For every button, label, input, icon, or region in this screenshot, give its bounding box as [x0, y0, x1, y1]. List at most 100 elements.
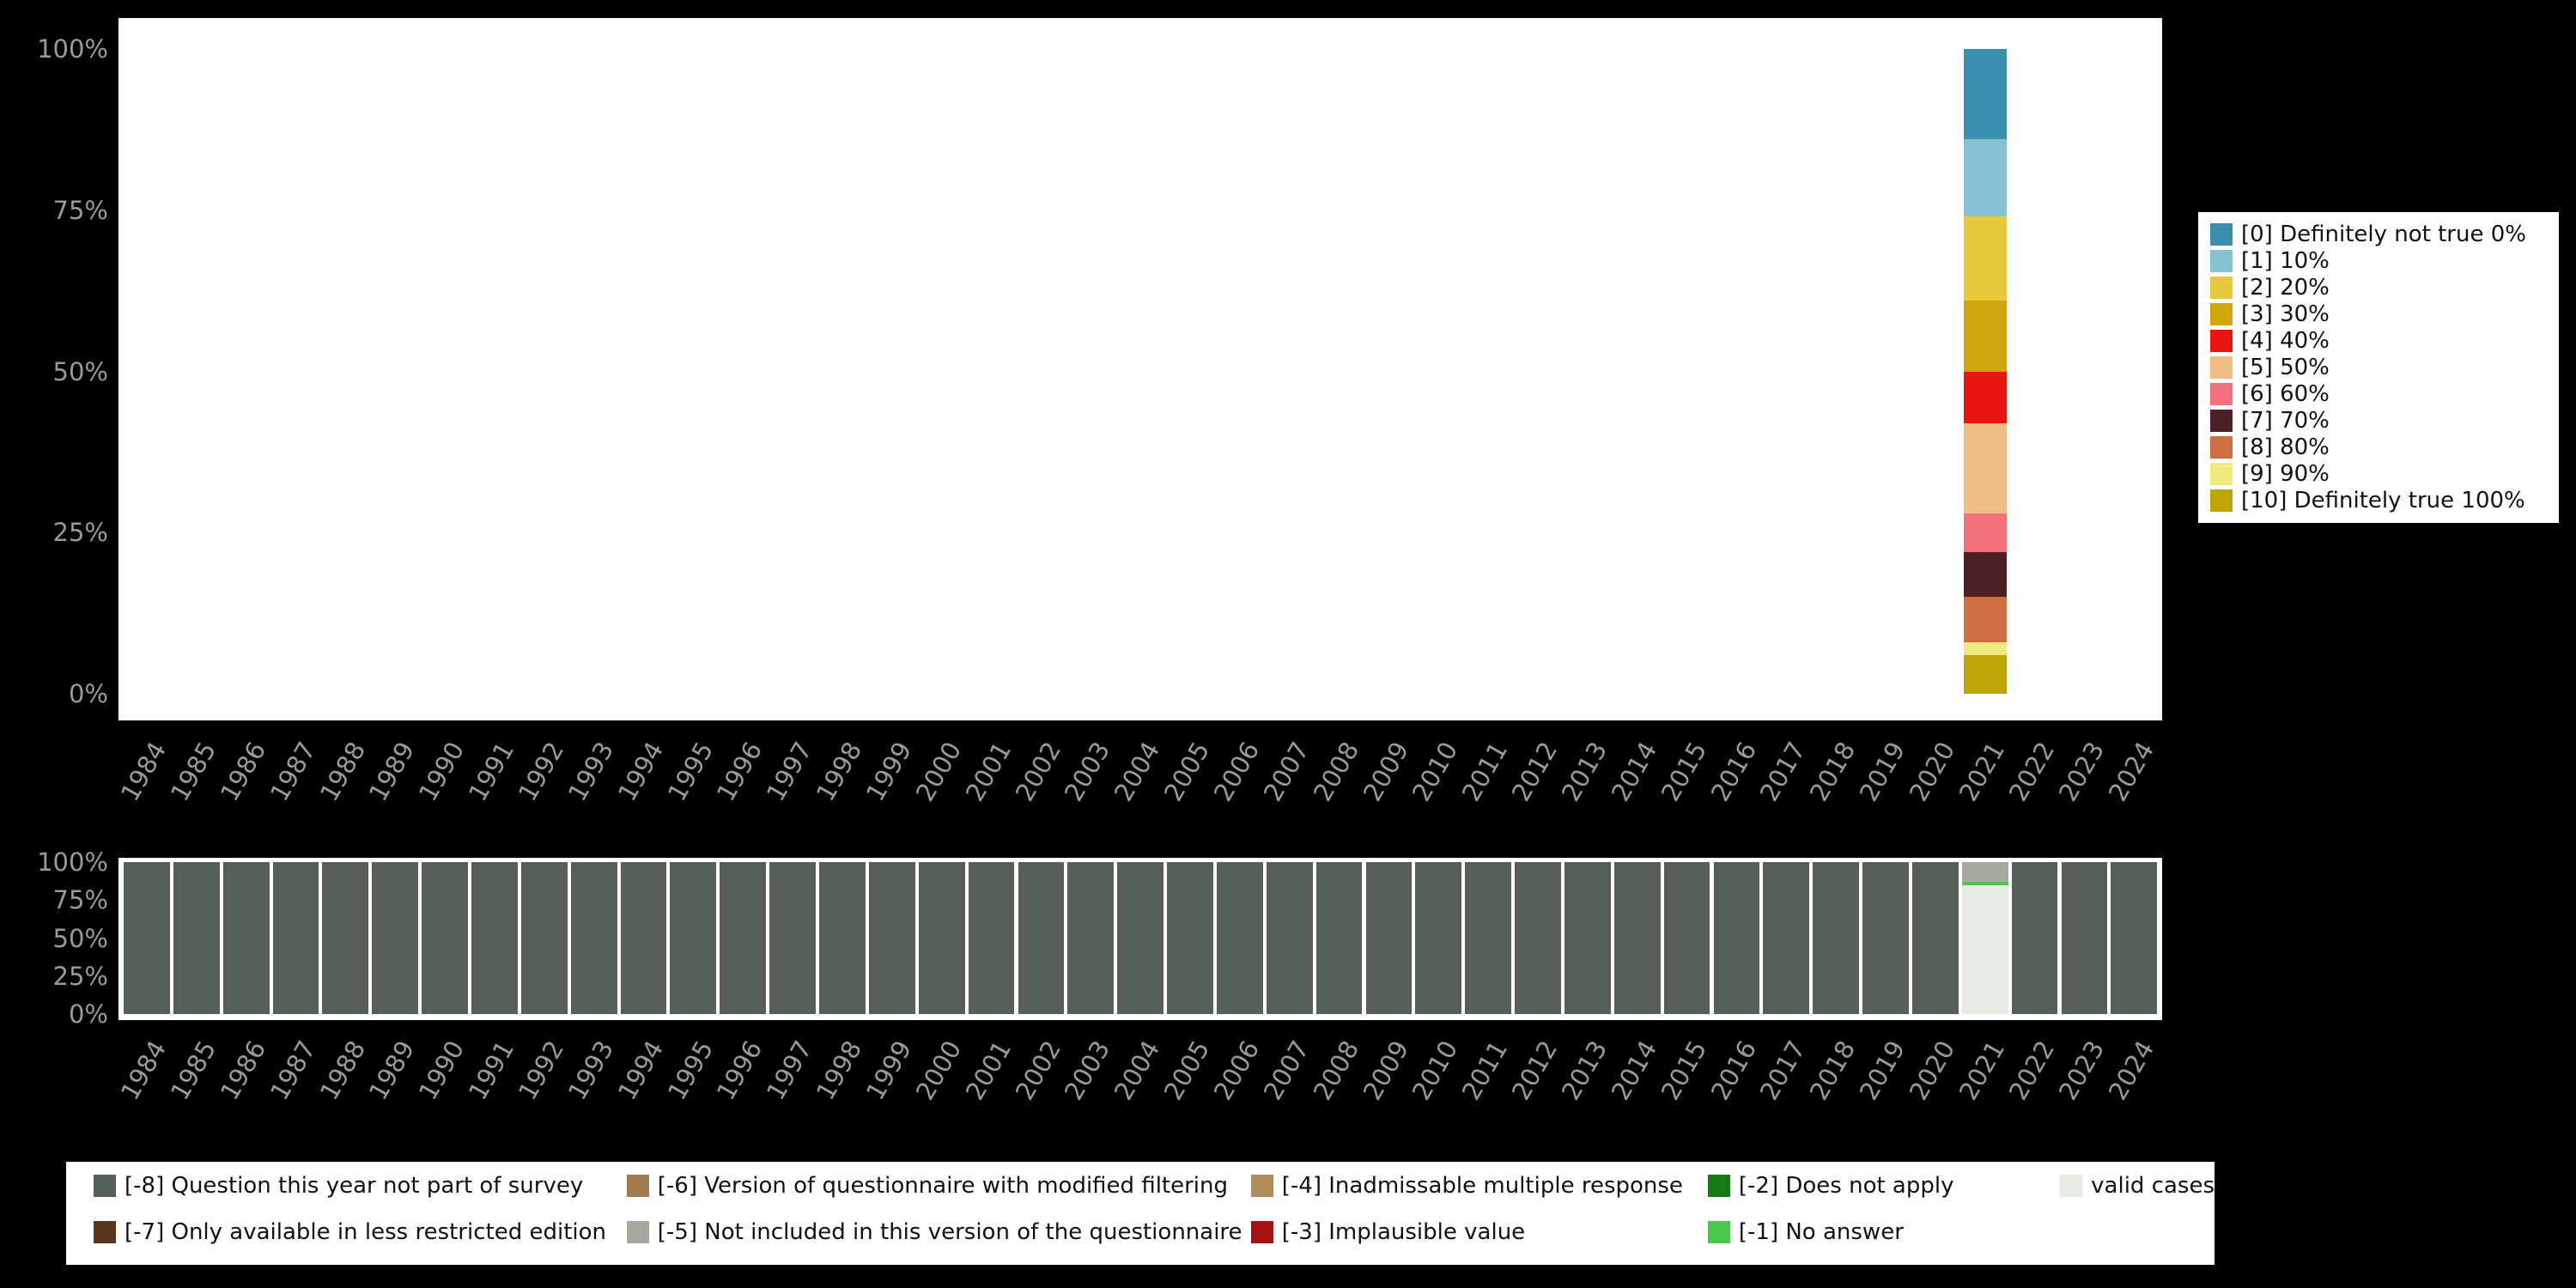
bar-slot-2000 — [917, 862, 967, 1014]
x-axis-tick: 2022 — [2010, 728, 2060, 861]
x-axis-tick: 1989 — [370, 728, 420, 861]
bar-slot-1986 — [222, 862, 271, 1014]
x-axis-tick: 1995 — [668, 1027, 718, 1160]
bar-segment — [422, 862, 468, 1014]
x-axis-tick: 2018 — [1811, 1027, 1861, 1160]
bar-segment — [223, 862, 270, 1014]
bar-segment — [919, 862, 965, 1014]
bar-slot-1988 — [320, 862, 370, 1014]
x-axis-tick: 1997 — [768, 1027, 817, 1160]
stacked-bar-1990 — [422, 862, 468, 1014]
x-axis-year-label: 2009 — [1358, 737, 1414, 806]
legend-item: [0] Definitely not true 0% — [2210, 222, 2559, 248]
stacked-bar-1989 — [374, 49, 416, 694]
bar-slot-2017 — [1761, 49, 1811, 694]
bar-segment — [1267, 862, 1313, 1014]
bar-segment — [471, 862, 518, 1014]
x-axis-tick: 1985 — [172, 728, 222, 861]
y-axis-tick-label: 25% — [53, 518, 108, 547]
legend-column: [-2] Does not apply [-1] No answer — [1708, 1162, 2060, 1265]
top-chart-panel — [118, 18, 2162, 720]
stacked-bar-1994 — [621, 862, 667, 1014]
bar-segment — [571, 862, 617, 1014]
stacked-bar-2002 — [1018, 862, 1065, 1014]
x-axis-year-label: 1994 — [612, 737, 669, 806]
x-axis-year-label: 1986 — [215, 1036, 271, 1105]
x-axis-year-label: 2006 — [1208, 1036, 1265, 1105]
x-axis-year-label: 2007 — [1258, 1036, 1315, 1105]
legend-column: [-4] Inadmissable multiple response[-3] … — [1251, 1162, 1708, 1265]
bar-segment — [1763, 862, 1809, 1014]
stacked-bar-2018 — [1814, 49, 1857, 694]
x-axis-tick: 1998 — [817, 728, 867, 861]
bar-segment — [1415, 862, 1461, 1014]
x-axis-tick: 1998 — [817, 1027, 867, 1160]
stacked-bar-2001 — [970, 49, 1013, 694]
bar-slot-2011 — [1463, 862, 1513, 1014]
y-axis-tick-label: 75% — [53, 196, 108, 225]
bar-segment — [1564, 862, 1611, 1014]
x-axis-year-label: 1991 — [463, 737, 519, 806]
bar-slot-1999 — [867, 862, 917, 1014]
x-axis-tick: 2009 — [1364, 1027, 1413, 1160]
x-axis-year-label: 1993 — [562, 737, 619, 806]
legend-label: [-7] Only available in less restricted e… — [125, 1219, 606, 1245]
stacked-bar-2008 — [1316, 862, 1363, 1014]
x-axis-tick: 1997 — [768, 728, 817, 861]
x-axis-tick: 1984 — [122, 728, 172, 861]
legend-swatch — [94, 1175, 116, 1197]
x-axis-tick: 2012 — [1513, 728, 1563, 861]
x-axis-year-label: 2016 — [1705, 1036, 1762, 1105]
stacked-bar-2018 — [1813, 862, 1859, 1014]
legend-label: [-2] Does not apply — [1739, 1173, 1954, 1199]
x-axis-tick: 2001 — [967, 728, 1017, 861]
bar-slot-1993 — [569, 49, 619, 694]
bar-slot-2007 — [1265, 862, 1315, 1014]
stacked-bar-1986 — [223, 862, 270, 1014]
x-axis-tick: 1996 — [718, 728, 768, 861]
x-axis-year-label: 1992 — [513, 1036, 569, 1105]
bar-slot-2009 — [1364, 862, 1413, 1014]
legend-item: [-8] Question this year not part of surv… — [94, 1175, 627, 1197]
x-axis-year-label: 1988 — [313, 737, 370, 806]
top-chart-plot-area — [122, 49, 2159, 694]
bottom-chart-y-axis: 100%75%50%25%0% — [0, 848, 108, 1029]
stacked-bar-2000 — [920, 49, 963, 694]
x-axis-year-label: 1989 — [363, 1036, 420, 1105]
bar-segment — [173, 862, 220, 1014]
x-axis-year-label: 2017 — [1754, 737, 1811, 806]
bar-slot-1993 — [569, 862, 619, 1014]
bar-segment — [1813, 862, 1859, 1014]
bar-slot-1992 — [519, 862, 569, 1014]
x-axis-tick: 1988 — [320, 728, 370, 861]
bar-slot-1998 — [817, 862, 867, 1014]
bar-segment — [1167, 862, 1213, 1014]
bar-slot-2021 — [1960, 862, 2010, 1014]
stacked-bar-2003 — [1069, 49, 1112, 694]
x-axis-year-label: 1987 — [264, 737, 321, 806]
legend-label: [-1] No answer — [1739, 1219, 1904, 1245]
bar-segment — [819, 862, 866, 1014]
bar-segment — [1117, 862, 1163, 1014]
x-axis-year-label: 2020 — [1904, 737, 1960, 806]
x-axis-year-label: 2019 — [1854, 737, 1911, 806]
bar-segment — [1964, 49, 2007, 139]
legend-label: [1] 10% — [2241, 248, 2330, 274]
stacked-bar-1990 — [423, 49, 466, 694]
stacked-bar-1996 — [721, 49, 764, 694]
stacked-bar-2021 — [1964, 49, 2007, 694]
bar-slot-1984 — [122, 862, 172, 1014]
bar-slot-2020 — [1911, 49, 1960, 694]
legend-item: [8] 80% — [2210, 434, 2559, 461]
x-axis-year-label: 2022 — [2003, 1036, 2060, 1105]
x-axis-year-label: 2011 — [1456, 737, 1513, 806]
bar-slot-1995 — [668, 49, 718, 694]
bar-slot-2006 — [1215, 49, 1265, 694]
stacked-bar-1993 — [573, 49, 616, 694]
legend-item: [6] 60% — [2210, 381, 2559, 408]
stacked-bar-2020 — [1914, 49, 1957, 694]
bar-segment — [1964, 642, 2007, 655]
x-axis-year-label: 1989 — [363, 737, 420, 806]
stacked-bar-2024 — [2112, 49, 2155, 694]
legend-swatch — [2210, 330, 2233, 352]
